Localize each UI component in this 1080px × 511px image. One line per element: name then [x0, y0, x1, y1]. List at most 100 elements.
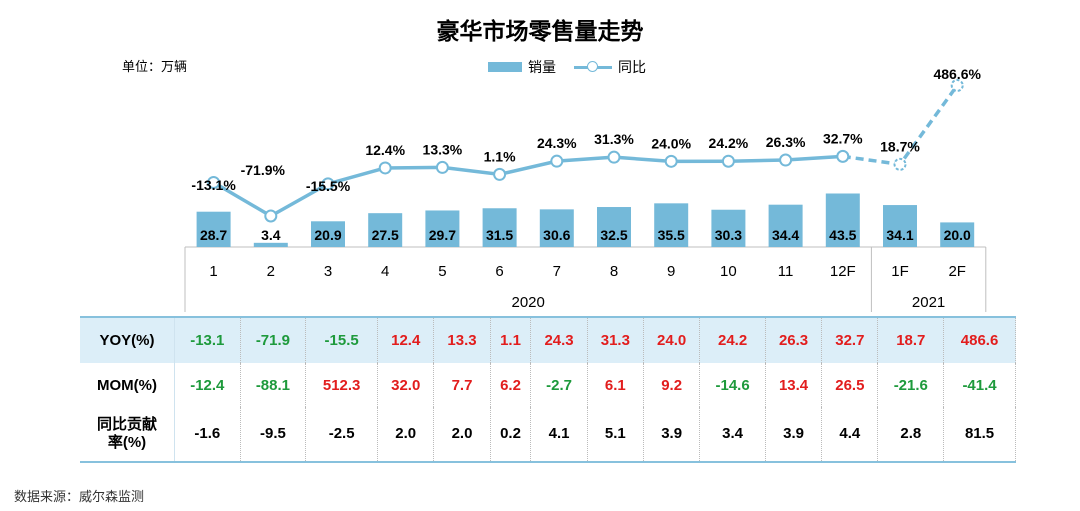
table-cell: 9.2: [643, 363, 701, 407]
table-cell: 3.4: [699, 407, 766, 463]
yoy-label-10: 26.3%: [766, 134, 806, 150]
table-cell: 512.3: [305, 363, 379, 407]
bar-0: [196, 211, 231, 247]
table-cell: 24.3: [530, 316, 588, 363]
legend: 销量 同比: [488, 57, 646, 77]
row-header-contribution-line2: 率(%): [107, 434, 147, 451]
x-tick-label-7: 8: [610, 263, 618, 280]
bar-12: [883, 205, 917, 247]
bar-label-9: 30.3: [715, 227, 742, 243]
yoy-point-3: [378, 161, 392, 175]
bar-label-11: 43.5: [829, 227, 856, 243]
table-cell: 32.7: [821, 316, 879, 363]
yoy-point-13: [950, 78, 964, 92]
bar-label-6: 30.6: [543, 227, 570, 243]
table-cell: -88.1: [240, 363, 307, 407]
legend-line-swatch: [574, 61, 612, 73]
bar-6: [539, 209, 574, 247]
table-cell: 5.1: [587, 407, 644, 463]
table-cell: 13.4: [765, 363, 823, 407]
table-row-mom: MOM(%) -12.4 -88.1 512.3 32.0 7.7 6.2 -2.7 6.1 9…: [80, 363, 1016, 407]
x-tick-label-5: 6: [495, 263, 503, 280]
bar-13: [940, 222, 975, 247]
yoy-label-13: 486.6%: [933, 66, 981, 82]
x-tick-label-0: 1: [209, 263, 217, 280]
x-tick-label-11: 12F: [830, 263, 856, 280]
table-cell: 81.5: [943, 407, 1016, 463]
yoy-point-4: [435, 160, 449, 174]
table-cell: -21.6: [877, 363, 945, 407]
table-cell: 24.2: [699, 316, 766, 363]
table-cell: -13.1: [174, 316, 241, 363]
yoy-point-9: [721, 154, 735, 168]
yoy-label-5: 1.1%: [484, 148, 516, 164]
bar-5: [482, 208, 517, 247]
table-cell: 486.6: [943, 316, 1016, 363]
yoy-label-6: 24.3%: [537, 135, 577, 151]
table-cell: 24.0: [643, 316, 701, 363]
table-cell: 6.2: [490, 363, 532, 407]
x-tick-label-12: 1F: [891, 263, 909, 280]
yoy-label-2: -15.5%: [306, 178, 351, 194]
bar-label-1: 3.4: [261, 227, 281, 243]
table-cell: 7.7: [433, 363, 491, 407]
yoy-label-12: 18.7%: [880, 138, 920, 154]
table-cell: -12.4: [174, 363, 241, 407]
x-tick-label-2: 3: [324, 263, 332, 280]
yoy-point-8: [664, 154, 678, 168]
bar-4: [425, 210, 460, 247]
year-label-0: 2020: [512, 294, 545, 311]
yoy-point-5: [493, 167, 507, 181]
table-cell: 3.9: [765, 407, 823, 463]
bar-label-7: 32.5: [600, 227, 627, 243]
table-cell: 2.0: [433, 407, 491, 463]
table-cell: 6.1: [587, 363, 644, 407]
x-tick-label-13: 2F: [948, 263, 966, 280]
x-tick-label-10: 11: [778, 263, 794, 280]
yoy-label-11: 32.7%: [823, 130, 863, 146]
source-note: 数据来源：威尔森监测: [14, 490, 145, 505]
bar-label-4: 29.7: [429, 227, 456, 243]
x-tick-label-6: 7: [553, 263, 561, 280]
legend-line-label: 同比: [618, 60, 646, 76]
legend-bar-swatch: [488, 62, 522, 72]
table-row-yoy: YOY(%) -13.1 -71.9 -15.5 12.4 13.3 1.1 24.3 31.…: [80, 316, 1016, 363]
bar-label-8: 35.5: [658, 227, 685, 243]
bar-label-10: 34.4: [772, 227, 799, 243]
yoy-point-12: [893, 157, 907, 171]
legend-bar-label: 销量: [528, 60, 556, 76]
yoy-label-1: -71.9%: [241, 162, 286, 178]
x-tick-label-1: 2: [267, 263, 275, 280]
data-table: YOY(%) -13.1 -71.9 -15.5 12.4 13.3 1.1 24.3 31.…: [80, 316, 1016, 463]
bar-7: [597, 207, 631, 247]
yoy-label-4: 13.3%: [423, 141, 463, 157]
table-cell: -15.5: [305, 316, 379, 363]
table-cell: -41.4: [943, 363, 1016, 407]
x-tick-label-4: 5: [438, 263, 446, 280]
bar-8: [654, 203, 689, 247]
chart-title: 豪华市场零售量走势: [436, 19, 644, 45]
yoy-point-7: [607, 150, 621, 164]
table-cell: -9.5: [240, 407, 307, 463]
year-label-1: 2021: [912, 294, 945, 311]
bar-2: [311, 221, 345, 247]
table-cell: 1.1: [490, 316, 532, 363]
table-cell: -1.6: [174, 407, 241, 463]
bar-label-12: 34.1: [886, 227, 913, 243]
table-cell: -71.9: [240, 316, 307, 363]
table-row-contribution: 同比贡献 率(%) -1.6 -9.5 -2.5 2.0 2.0 0.2 4.1 5.1 3.9…: [80, 407, 1016, 463]
yoy-point-10: [779, 153, 793, 167]
bar-label-13: 20.0: [944, 227, 971, 243]
table-cell: 12.4: [377, 316, 435, 363]
table-cell: 2.0: [377, 407, 435, 463]
unit-label: 单位：万辆: [122, 60, 188, 75]
table-cell: 2.8: [877, 407, 945, 463]
yoy-label-0: -13.1%: [191, 177, 236, 193]
x-tick-label-8: 9: [667, 263, 675, 280]
row-header-contribution: 同比贡献 率(%): [80, 407, 175, 463]
bar-1: [253, 242, 288, 247]
table-cell: 4.1: [530, 407, 588, 463]
yoy-point-1: [264, 209, 278, 223]
table-cell: 31.3: [587, 316, 644, 363]
row-header-yoy: YOY(%): [80, 316, 175, 363]
